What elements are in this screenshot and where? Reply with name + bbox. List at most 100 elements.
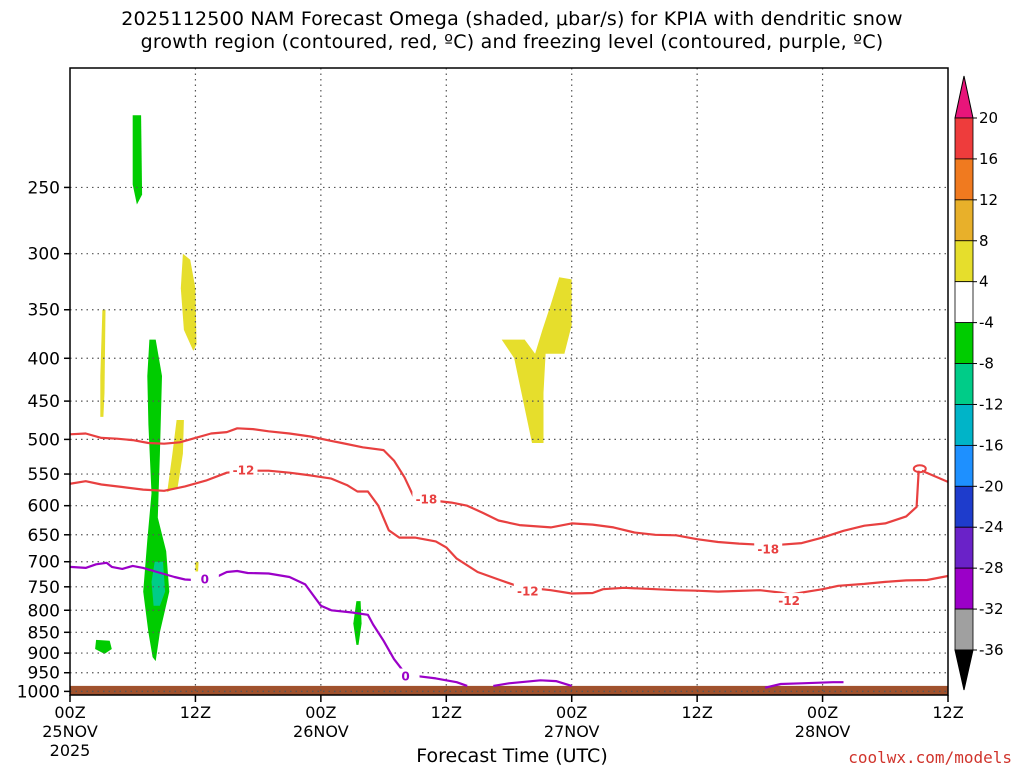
colorbar-label-2: 12 [979, 191, 998, 209]
y-tick-label-1000: 1000 [17, 682, 60, 702]
colorbar: 20 16 12 8 4 -4 -8 -12 -16 -20 -24 -28 -32 -36 [954, 75, 1004, 691]
x-tick-label-0-0: 00Z [54, 703, 85, 722]
omega-region-6 [95, 639, 112, 654]
colorbar-segment-12 [954, 608, 974, 651]
colorbar-bottom-arrow [954, 649, 974, 691]
contour-line-6 [764, 681, 844, 689]
contour-line-4 [70, 561, 468, 687]
x-tick-label-0-1: 25NOV [42, 722, 98, 741]
colorbar-label-13: -36 [979, 641, 1004, 659]
contour-label-bg-6 [391, 668, 420, 684]
x-axis-title: Forecast Time (UTC) [416, 745, 608, 767]
plot-border [69, 67, 949, 696]
contour-line-2 [775, 574, 948, 599]
x-tick-label-36-0: 12Z [431, 703, 462, 722]
x-tick-label-48-1: 27NOV [544, 722, 600, 741]
x-tick-label-12-0: 12Z [180, 703, 211, 722]
omega-region-1 [180, 253, 197, 351]
site-credit[interactable]: coolwx.com/models [848, 748, 1012, 767]
x-tick-label-24-0: 00Z [305, 703, 336, 722]
colorbar-label-1: 16 [979, 150, 998, 168]
y-tick-label-300: 300 [28, 245, 60, 265]
y-tick-label-550: 550 [28, 465, 60, 485]
x-tick-label-48-0: 00Z [556, 703, 587, 722]
x-tick-label-84-0: 12Z [932, 703, 963, 722]
colorbar-segment-4 [954, 281, 974, 324]
colorbar-segment-0 [954, 117, 974, 160]
y-tick-label-750: 750 [28, 578, 60, 598]
grid-lines [70, 68, 948, 695]
contour-line-1 [70, 469, 792, 596]
y-tick-label-650: 650 [28, 526, 60, 546]
colorbar-label-9: -20 [979, 477, 1004, 495]
y-tick-label-250: 250 [28, 178, 60, 198]
contour-label-bg-2 [513, 583, 542, 599]
chart-title-line-2: growth region (contoured, red, ºC) and f… [140, 31, 884, 53]
omega-region-4 [167, 420, 184, 493]
contour-label-bg-1 [412, 491, 441, 507]
contour-label-0: -12 [233, 464, 255, 478]
x-tick-label-0-2: 2025 [50, 741, 91, 760]
colorbar-label-11: -28 [979, 559, 1004, 577]
contour-line-5 [493, 679, 573, 687]
colorbar-segment-3 [954, 240, 974, 283]
y-tick-label-500: 500 [28, 430, 60, 450]
contour-label-1: -18 [416, 493, 438, 507]
x-tick-label-72-0: 00Z [807, 703, 838, 722]
colorbar-label-6: -8 [979, 355, 994, 373]
omega-region-8 [501, 277, 572, 443]
contour-labels: -12 -18 -12 -18 -12 0 0 [190, 462, 804, 684]
colorbar-segment-1 [954, 158, 974, 201]
x-tick-label-24-1: 26NOV [293, 722, 349, 741]
y-tick-label-850: 850 [28, 623, 60, 643]
colorbar-label-10: -24 [979, 518, 1004, 536]
colorbar-label-3: 8 [979, 232, 989, 250]
y-tick-label-450: 450 [28, 392, 60, 412]
contour-label-5: 0 [201, 572, 209, 586]
y-tick-label-350: 350 [28, 301, 60, 321]
y-tick-label-400: 400 [28, 349, 60, 369]
contour-line-3 [921, 469, 948, 483]
colorbar-label-12: -32 [979, 600, 1004, 618]
y-tick-label-900: 900 [28, 644, 60, 664]
contour-label-bg-5 [190, 571, 219, 587]
x-tick-label-60-0: 12Z [681, 703, 712, 722]
colorbar-segment-5 [954, 322, 974, 364]
y-tick-label-800: 800 [28, 601, 60, 621]
colorbar-top-arrow [954, 75, 974, 119]
terrain-layer [70, 685, 948, 695]
colorbar-label-0: 20 [979, 109, 998, 127]
contour-label-6: 0 [401, 670, 409, 684]
contour-label-bg-4 [775, 593, 804, 609]
y-tick-label-700: 700 [28, 553, 60, 573]
contour-label-bg-3 [754, 541, 783, 557]
colorbar-label-8: -16 [979, 436, 1004, 454]
colorbar-label-5: -4 [979, 314, 994, 332]
contour-label-4: -12 [778, 594, 800, 608]
chart-title-line-1: 2025112500 NAM Forecast Omega (shaded, μ… [121, 8, 903, 30]
colorbar-label-4: 4 [979, 273, 989, 291]
terrain-fill [70, 685, 948, 695]
contour-small-loop [912, 464, 927, 474]
colorbar-segment-8 [954, 444, 974, 487]
contour-label-2: -12 [517, 585, 539, 599]
colorbar-segment-2 [954, 199, 974, 242]
colorbar-segment-7 [954, 404, 974, 446]
colorbar-segment-6 [954, 363, 974, 405]
colorbar-segment-9 [954, 485, 974, 528]
x-tick-label-72-1: 28NOV [795, 722, 851, 741]
contour-label-3: -18 [757, 543, 779, 557]
omega-shaded-areas [95, 115, 572, 662]
y-axis: 2503003504004505005506006507007508008509… [17, 178, 70, 702]
y-tick-label-950: 950 [28, 664, 60, 684]
colorbar-label-7: -12 [979, 395, 1004, 413]
y-tick-label-600: 600 [28, 497, 60, 517]
omega-region-2 [100, 309, 106, 417]
omega-region-0 [132, 115, 143, 205]
colorbar-segment-10 [954, 526, 974, 569]
contour-label-bg-0 [229, 462, 258, 478]
plot-area [70, 68, 948, 695]
colorbar-segment-11 [954, 567, 974, 610]
